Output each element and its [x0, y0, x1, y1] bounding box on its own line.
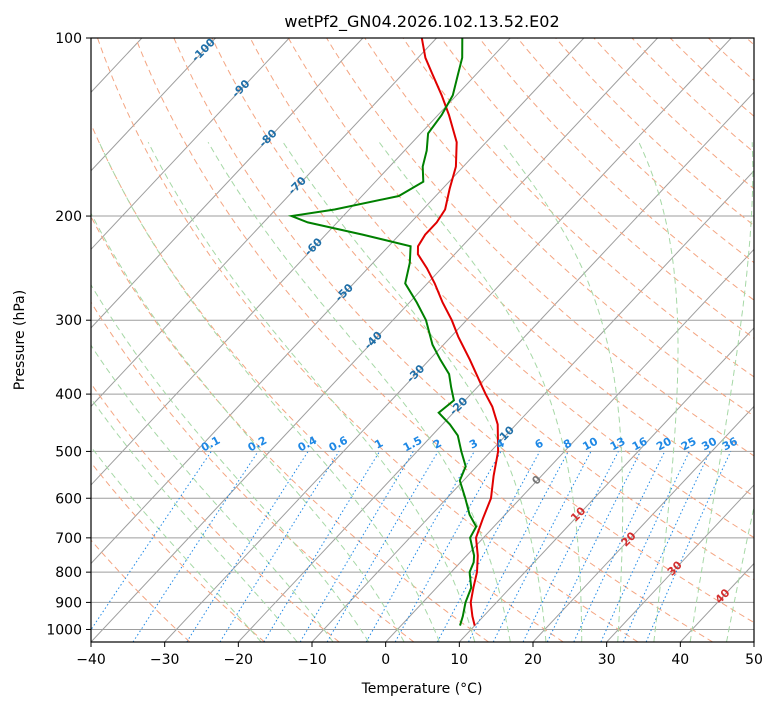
- mixing-ratio-line: [394, 451, 502, 642]
- mixing-ratio-line: [573, 451, 666, 642]
- mixing-ratio-line: [600, 451, 690, 642]
- y-tick-label: 1000: [46, 623, 82, 639]
- profile-lines: [287, 38, 500, 626]
- dry-adiabat-line: [249, 38, 754, 539]
- isotherm-line: [237, 91, 754, 642]
- mixing-ratio-line: [326, 451, 439, 642]
- y-axis: 100 200 300 400 500 600 700 800 900 1000: [46, 31, 91, 639]
- mixing-ratio-line: [546, 451, 641, 642]
- isotherm-line: [91, 38, 511, 486]
- dry-adiabat-line: [135, 38, 713, 642]
- isotherm-line: [606, 484, 754, 642]
- x-axis-label: Temperature (°C): [361, 681, 483, 697]
- isotherm-line: [91, 38, 658, 642]
- isotherm-line: [385, 248, 754, 642]
- moist-adiabat-line: [91, 212, 405, 642]
- y-tick-label: 700: [55, 531, 82, 547]
- isotherm-line: [458, 327, 754, 642]
- dry-adiabat-line: [287, 38, 754, 497]
- moist-adiabat-line: [147, 141, 476, 642]
- y-tick-label: 600: [55, 491, 82, 507]
- x-tick-label: −20: [224, 652, 254, 668]
- dry-adiabat-line: [402, 38, 754, 378]
- mixing-ratio-label: 13: [608, 435, 628, 454]
- isotherm-line: [91, 38, 437, 408]
- isotherm-line: [91, 38, 216, 172]
- moist-adiabat-line: [282, 141, 547, 642]
- y-tick-label: 200: [55, 209, 82, 225]
- mixing-ratio-label: 25: [679, 435, 699, 454]
- x-axis: −40 −30 −20 −10 0 10 20 30 40 50: [76, 642, 763, 668]
- y-tick-label: 300: [55, 313, 82, 329]
- isotherm-line: [91, 38, 364, 329]
- moist-adiabat-line: [726, 504, 754, 642]
- mixing-ratio-line: [299, 451, 414, 642]
- moist-adiabat-line: [689, 142, 754, 642]
- dry-adiabat-line: [364, 38, 754, 417]
- mixing-ratio-line: [436, 451, 541, 642]
- mixing-ratio-line: [365, 451, 475, 642]
- isotherm-line: [164, 38, 732, 642]
- moist-adiabat-line: [378, 141, 583, 642]
- mixing-ratio-label: 30: [699, 435, 719, 454]
- moist-adiabat-line: [501, 141, 624, 642]
- mixing-ratio-line: [645, 451, 732, 642]
- y-tick-label: 900: [55, 595, 82, 611]
- dry-adiabat-line: [173, 38, 754, 624]
- temperature-line: [416, 38, 500, 626]
- x-tick-label: 30: [598, 652, 616, 668]
- mixing-ratio-line: [186, 451, 309, 642]
- y-tick-label: 400: [55, 387, 82, 403]
- x-tick-label: 0: [381, 652, 390, 668]
- dewpoint-line: [287, 38, 478, 626]
- isotherm-line: [91, 38, 290, 251]
- mixing-ratio-line: [622, 451, 711, 642]
- plot-frame: [90, 37, 755, 643]
- dry-adiabat-line: [517, 38, 754, 264]
- mixing-ratio-line: [263, 451, 381, 642]
- reference-lines: [91, 38, 754, 642]
- x-tick-label: 10: [450, 652, 468, 668]
- moist-adiabat-line: [91, 344, 334, 642]
- mixing-ratio-label: 20: [654, 435, 674, 454]
- moist-adiabat-line: [638, 141, 679, 642]
- y-tick-label: 100: [55, 31, 82, 47]
- y-tick-label: 500: [55, 444, 82, 460]
- isotherm-line: [91, 38, 585, 565]
- isotherm-line: [311, 170, 754, 642]
- mixing-ratio-line: [219, 451, 340, 642]
- y-axis-label: Pressure (hPa): [12, 290, 28, 390]
- x-tick-label: −10: [297, 652, 327, 668]
- dry-adiabat-line: [326, 38, 754, 457]
- moist-adiabat-line: [98, 141, 440, 642]
- mixing-ratio-label: 10: [580, 435, 600, 454]
- dry-adiabat-line: [555, 38, 754, 227]
- dry-adiabat-line: [91, 122, 564, 642]
- mixing-ratio-line: [522, 451, 619, 642]
- dry-adiabat-line: [91, 382, 340, 642]
- dry-adiabat-line: [97, 38, 639, 642]
- moist-adiabat-line: [91, 397, 298, 642]
- mixing-ratio-label: 36: [720, 435, 740, 454]
- x-tick-label: −40: [76, 652, 106, 668]
- dry-adiabat-line: [211, 38, 754, 581]
- x-tick-label: 40: [671, 652, 689, 668]
- x-tick-label: 50: [745, 652, 763, 668]
- moist-adiabat-line: [91, 283, 370, 642]
- y-tick-label: 800: [55, 565, 82, 581]
- mixing-ratio-label: 16: [630, 435, 650, 454]
- isotherm-line: [532, 405, 754, 642]
- x-tick-label: −30: [150, 652, 180, 668]
- dry-adiabat-line: [91, 539, 191, 642]
- moist-adiabat-line: [91, 445, 262, 642]
- chart-title: wetPf2_GN04.2026.102.13.52.E02: [284, 12, 559, 32]
- x-tick-label: 20: [524, 652, 542, 668]
